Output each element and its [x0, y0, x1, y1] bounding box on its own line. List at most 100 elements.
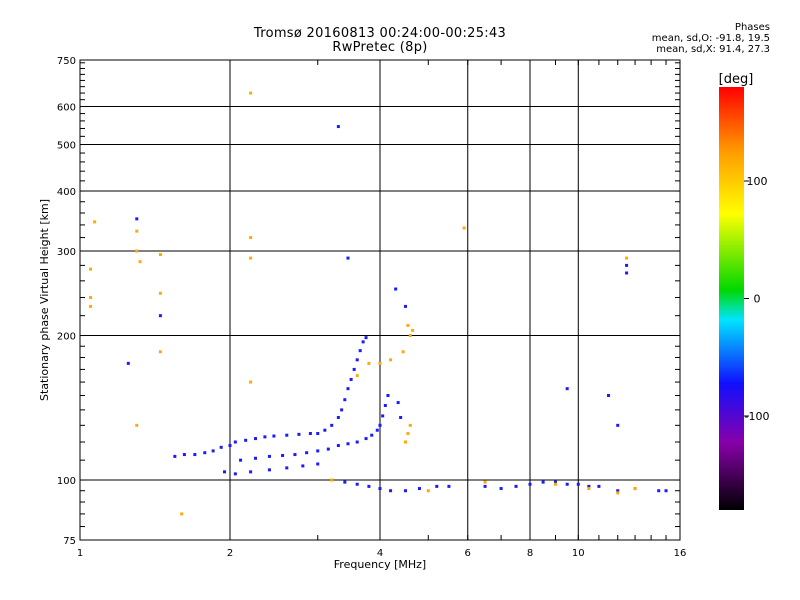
- x-mode-point: [378, 361, 382, 365]
- o-mode-point: [239, 458, 243, 462]
- o-mode-point: [316, 462, 320, 466]
- o-mode-point: [355, 482, 359, 486]
- o-mode-point: [352, 367, 356, 371]
- x-mode-point: [330, 478, 334, 482]
- o-mode-point: [389, 489, 393, 493]
- tick-labels: 1 2 4 6 8 10 16 75 100 200 300 400 500 600 750: [57, 56, 686, 559]
- x-mode-point: [93, 220, 97, 224]
- o-mode-point: [293, 453, 297, 457]
- o-mode-point: [316, 432, 320, 436]
- o-mode-point: [267, 454, 271, 458]
- x-mode-point: [249, 236, 253, 240]
- o-mode-point: [576, 482, 580, 486]
- o-mode-point: [253, 456, 257, 460]
- o-mode-point: [358, 349, 362, 353]
- x-mode-point: [367, 361, 371, 365]
- x-tick-label: 6: [465, 548, 471, 559]
- o-mode-point: [616, 423, 620, 427]
- o-mode-point: [370, 433, 374, 437]
- o-mode-point: [323, 428, 327, 432]
- x-mode-point: [408, 423, 412, 427]
- o-mode-point: [135, 217, 139, 221]
- o-mode-point: [587, 484, 591, 488]
- o-mode-point: [383, 403, 387, 407]
- o-mode-point: [336, 444, 340, 448]
- o-mode-point: [349, 377, 353, 381]
- x-tick-label: 2: [227, 548, 233, 559]
- x-mode-point: [401, 350, 405, 354]
- chart-title: Tromsø 20160813 00:24:00-00:25:43: [253, 26, 507, 41]
- o-mode-point: [173, 454, 177, 458]
- colorbar-label: [deg]: [719, 72, 754, 87]
- o-mode-point: [386, 394, 390, 398]
- o-mode-point: [514, 484, 518, 488]
- o-mode-point: [625, 271, 629, 275]
- o-mode-point: [664, 489, 668, 493]
- colorbar-tick-label: 0: [754, 293, 761, 306]
- o-mode-point: [625, 263, 629, 267]
- o-mode-point: [403, 489, 407, 493]
- y-tick-label: 400: [57, 187, 76, 198]
- o-mode-point: [435, 484, 439, 488]
- o-mode-point: [182, 453, 186, 457]
- o-mode-point: [126, 361, 130, 365]
- o-mode-point: [158, 314, 162, 318]
- o-mode-point: [553, 480, 557, 484]
- x-mode-point: [249, 91, 253, 95]
- o-mode-point: [211, 449, 215, 453]
- o-mode-point: [228, 444, 232, 448]
- o-mode-point: [403, 304, 407, 308]
- o-mode-point: [657, 489, 661, 493]
- x-mode-point: [158, 350, 162, 354]
- o-mode-point: [263, 435, 267, 439]
- o-mode-point: [616, 489, 620, 493]
- x-mode-point: [625, 256, 629, 260]
- x-tick-label: 8: [527, 548, 533, 559]
- x-mode-point: [135, 229, 139, 233]
- o-mode-point: [381, 414, 385, 418]
- phases-x-stats: mean, sd,X: 91.4, 27.3: [656, 44, 770, 55]
- o-mode-point: [364, 336, 368, 340]
- chart-subtitle: RwPretec (8p): [332, 40, 428, 55]
- x-mode-point: [408, 334, 412, 338]
- phases-label: Phases: [734, 22, 770, 33]
- o-mode-point: [396, 401, 400, 405]
- o-mode-point: [285, 433, 289, 437]
- o-mode-point: [607, 394, 611, 398]
- x-mode-point: [483, 480, 487, 484]
- o-mode-point: [343, 480, 347, 484]
- x-mode-point: [616, 491, 620, 495]
- o-mode-point: [253, 437, 257, 441]
- o-mode-point: [233, 472, 237, 476]
- o-mode-point: [378, 487, 382, 491]
- o-mode-point: [364, 437, 368, 441]
- x-mode-point: [389, 358, 393, 362]
- y-tick-label: 300: [57, 247, 76, 258]
- o-mode-point: [355, 358, 359, 362]
- y-tick-label: 100: [57, 476, 76, 487]
- o-mode-point: [305, 451, 309, 455]
- o-mode-point: [375, 428, 379, 432]
- o-mode-point: [249, 470, 253, 474]
- x-axis-label: Frequency [MHz]: [334, 558, 426, 571]
- x-mode-point: [89, 267, 93, 271]
- colorbar: [719, 87, 744, 510]
- o-mode-point: [330, 423, 334, 427]
- o-mode-point: [597, 484, 601, 488]
- o-mode-point: [378, 423, 382, 427]
- o-mode-point: [223, 470, 227, 474]
- grid-lines: [80, 60, 680, 540]
- x-mode-point: [89, 296, 93, 300]
- o-mode-point: [336, 415, 340, 419]
- o-mode-point: [343, 398, 347, 402]
- o-mode-point: [541, 480, 545, 484]
- x-mode-point: [403, 440, 407, 444]
- o-mode-point: [233, 440, 237, 444]
- o-mode-point: [367, 484, 371, 488]
- o-mode-point: [272, 434, 276, 438]
- o-mode-point: [346, 387, 350, 391]
- x-mode-point: [180, 512, 184, 516]
- colorbar-tick-label: 100: [747, 175, 768, 188]
- o-mode-point: [499, 487, 503, 491]
